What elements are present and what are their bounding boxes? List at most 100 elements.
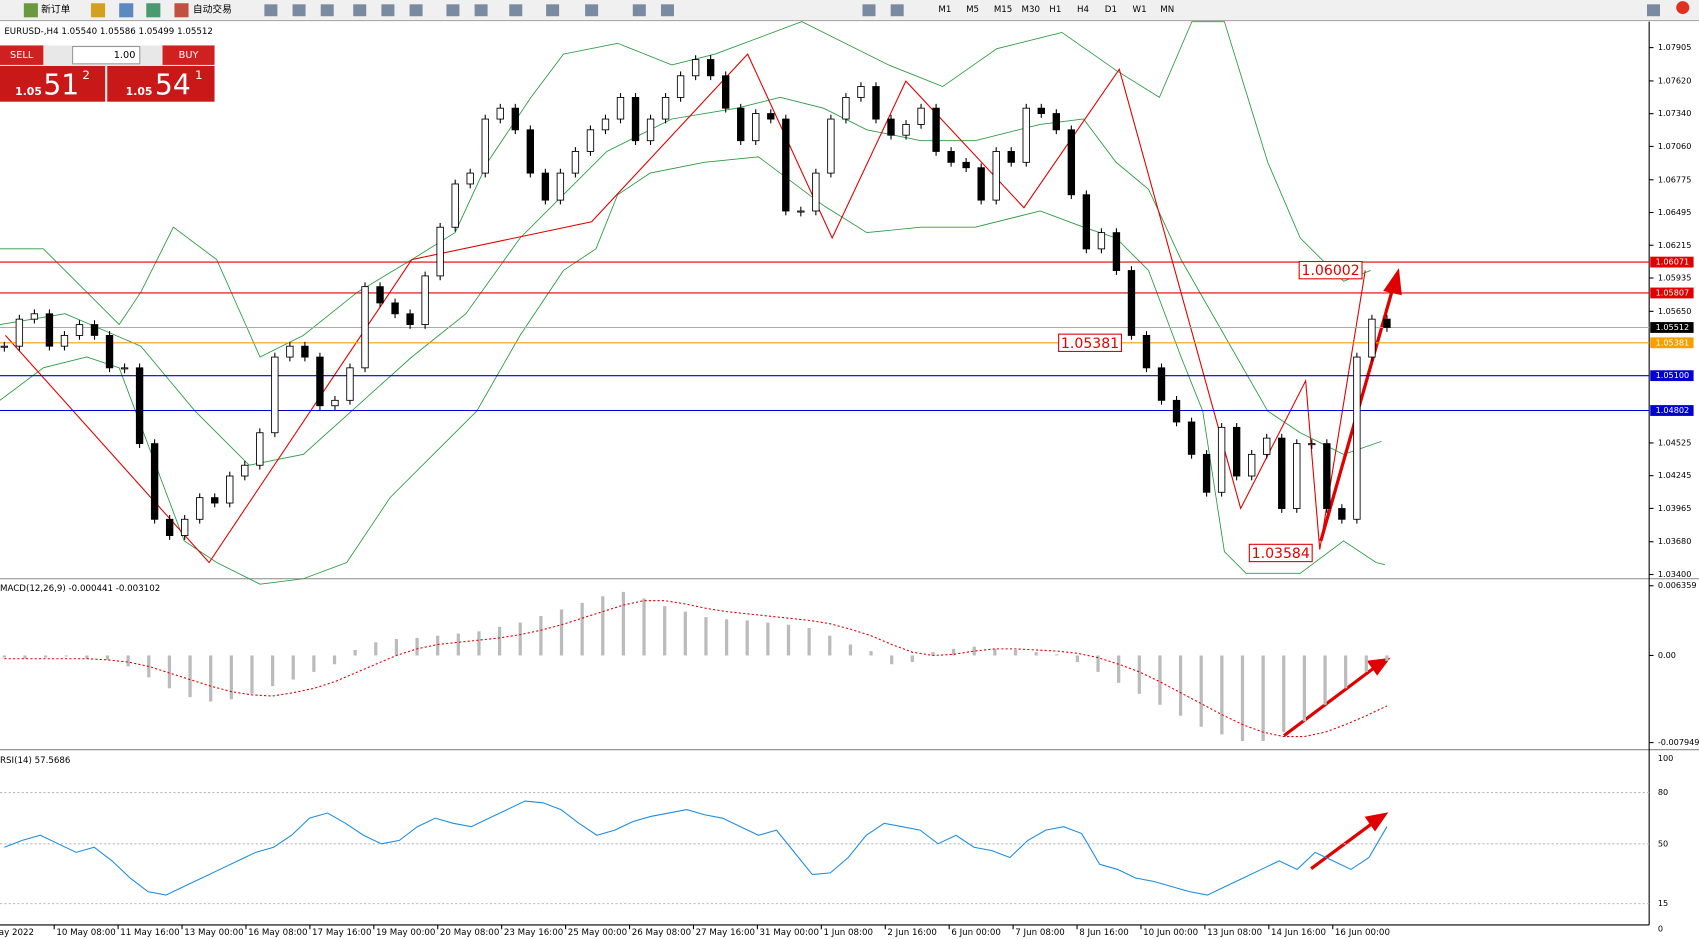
candle: [1338, 508, 1346, 520]
candle: [1263, 437, 1271, 455]
x-tick-label: 17 May 16:00: [312, 928, 371, 938]
macd-arrow: [1283, 665, 1378, 737]
candle: [661, 96, 670, 120]
tool-icon[interactable]: [890, 4, 904, 17]
x-tick-label: 2 Jun 16:00: [887, 928, 937, 938]
bid-box[interactable]: [0, 65, 106, 102]
tool-icon[interactable]: [119, 3, 134, 18]
candle: [165, 518, 174, 536]
toolbar: [0, 0, 1699, 21]
y-tick-label: 100: [1658, 753, 1673, 763]
auto-trading-button[interactable]: 自动交易: [193, 3, 232, 16]
candle: [992, 151, 1000, 201]
level-label: 1.05807: [1656, 287, 1690, 297]
tool-icon[interactable]: [320, 4, 334, 17]
candle: [511, 107, 519, 131]
y-tick-label: 1.07340: [1658, 108, 1692, 118]
timeframe-button[interactable]: M30: [1022, 5, 1040, 15]
y-tick-label: 0: [1658, 924, 1663, 934]
candle: [722, 75, 730, 109]
x-tick-label: 23 May 16:00: [504, 928, 563, 938]
level-label-box: [1650, 322, 1694, 333]
tool-icon[interactable]: [546, 4, 560, 17]
x-tick-label: 20 May 08:00: [440, 928, 499, 938]
upper-band: [0, 21, 1371, 358]
tool-icon[interactable]: [381, 4, 395, 17]
candle: [331, 399, 339, 407]
tool-icon[interactable]: [509, 4, 523, 17]
tool-icon[interactable]: [585, 4, 599, 17]
price-annotation: 1.06002: [1301, 263, 1359, 279]
level-label: 1.05100: [1656, 370, 1690, 380]
candle: [45, 313, 54, 347]
buy-button[interactable]: [162, 45, 215, 65]
timeframe-button[interactable]: M15: [994, 5, 1012, 15]
x-tick-label: 31 May 00:00: [760, 928, 819, 938]
tool-icon[interactable]: [446, 4, 460, 17]
tool-icon[interactable]: [91, 3, 106, 18]
zigzag: [5, 53, 1366, 564]
level-label: 1.05512: [1656, 322, 1690, 332]
arrow-head: [1366, 657, 1391, 676]
auto-trading-icon[interactable]: [174, 3, 189, 18]
tool-icon[interactable]: [146, 3, 161, 18]
rsi-line: [4, 800, 1388, 896]
arrow-head: [1364, 812, 1389, 832]
x-tick-label: May 2022: [0, 928, 34, 938]
lot-input[interactable]: [72, 45, 141, 65]
tool-icon[interactable]: [409, 4, 423, 17]
candle: [211, 497, 219, 504]
search-icon[interactable]: [1646, 4, 1660, 17]
bollinger-bands: [0, 21, 1385, 585]
tool-icon[interactable]: [632, 4, 646, 17]
x-tick-label: 19 May 00:00: [376, 928, 435, 938]
candle: [1323, 443, 1331, 509]
tool-icon[interactable]: [353, 4, 367, 17]
tool-icon[interactable]: [660, 4, 674, 17]
candle: [947, 151, 955, 163]
ask-box[interactable]: [107, 65, 215, 102]
candle: [887, 118, 895, 136]
timeframe-button[interactable]: W1: [1133, 5, 1147, 15]
timeframe-button[interactable]: M5: [966, 5, 979, 15]
candle: [406, 313, 414, 325]
candle: [466, 172, 474, 185]
y-tick-label: 1.06775: [1658, 174, 1692, 184]
timeframe-button[interactable]: MN: [1160, 5, 1174, 15]
y-tick-label: 1.06495: [1658, 207, 1692, 217]
candle: [737, 107, 745, 142]
x-tick-label: 13 Jun 08:00: [1207, 928, 1262, 938]
tool-icon[interactable]: [474, 4, 488, 17]
tool-icon[interactable]: [292, 4, 306, 17]
y-tick-label: 1.07905: [1658, 42, 1692, 52]
price-annotation-box: [1058, 333, 1123, 352]
y-tick-label: -0.007949: [1658, 737, 1699, 747]
symbol-info: EURUSD-,H4 1.05540 1.05586 1.05499 1.055…: [4, 27, 213, 37]
candle: [256, 432, 264, 466]
candle: [361, 286, 369, 369]
notification-badge[interactable]: [1676, 1, 1690, 15]
level-label-box: [1650, 405, 1694, 416]
tool-icon[interactable]: [264, 4, 278, 17]
price-annotation: 1.03584: [1252, 546, 1310, 562]
tool-icon[interactable]: [862, 4, 876, 17]
candle: [767, 113, 775, 120]
x-tick-label: 8 Jun 16:00: [1079, 928, 1129, 938]
candle: [842, 96, 850, 120]
ask-small: 1: [195, 68, 203, 82]
candle: [857, 86, 865, 98]
timeframe-button[interactable]: H4: [1077, 5, 1090, 15]
candle: [1202, 453, 1211, 493]
new-order-button[interactable]: 新订单: [41, 3, 70, 16]
sell-button[interactable]: [0, 45, 44, 65]
candle: [1308, 443, 1316, 446]
new-order-icon[interactable]: [23, 3, 38, 18]
candle: [1097, 232, 1106, 250]
x-tick-label: 13 May 00:00: [184, 928, 243, 938]
bid-big: 51: [43, 69, 79, 102]
timeframe-button[interactable]: H1: [1049, 5, 1061, 15]
ask-big: 54: [155, 69, 191, 102]
timeframe-button[interactable]: D1: [1105, 5, 1117, 15]
candle: [541, 172, 550, 201]
timeframe-button[interactable]: M1: [938, 5, 951, 15]
